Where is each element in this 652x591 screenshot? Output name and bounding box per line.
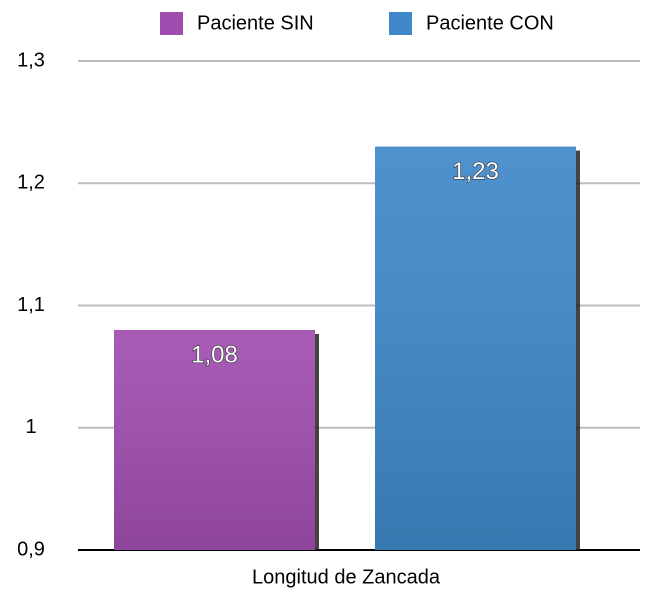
data-label: 1,08 (191, 341, 238, 368)
legend-label: Paciente SIN (197, 12, 314, 34)
y-tick-label: 1 (25, 416, 36, 438)
legend-swatch (160, 12, 183, 35)
y-tick-label: 0,9 (17, 538, 45, 560)
legend-label: Paciente CON (426, 12, 554, 34)
y-tick-label: 1,1 (17, 294, 45, 316)
y-tick-label: 1,2 (17, 172, 45, 194)
legend-swatch (389, 12, 412, 35)
x-tick-label: Longitud de Zancada (252, 566, 441, 588)
bar-shade (114, 329, 315, 550)
data-label: 1,23 (452, 158, 499, 185)
y-tick-label: 1,3 (17, 49, 45, 71)
bar-shade (375, 146, 576, 550)
